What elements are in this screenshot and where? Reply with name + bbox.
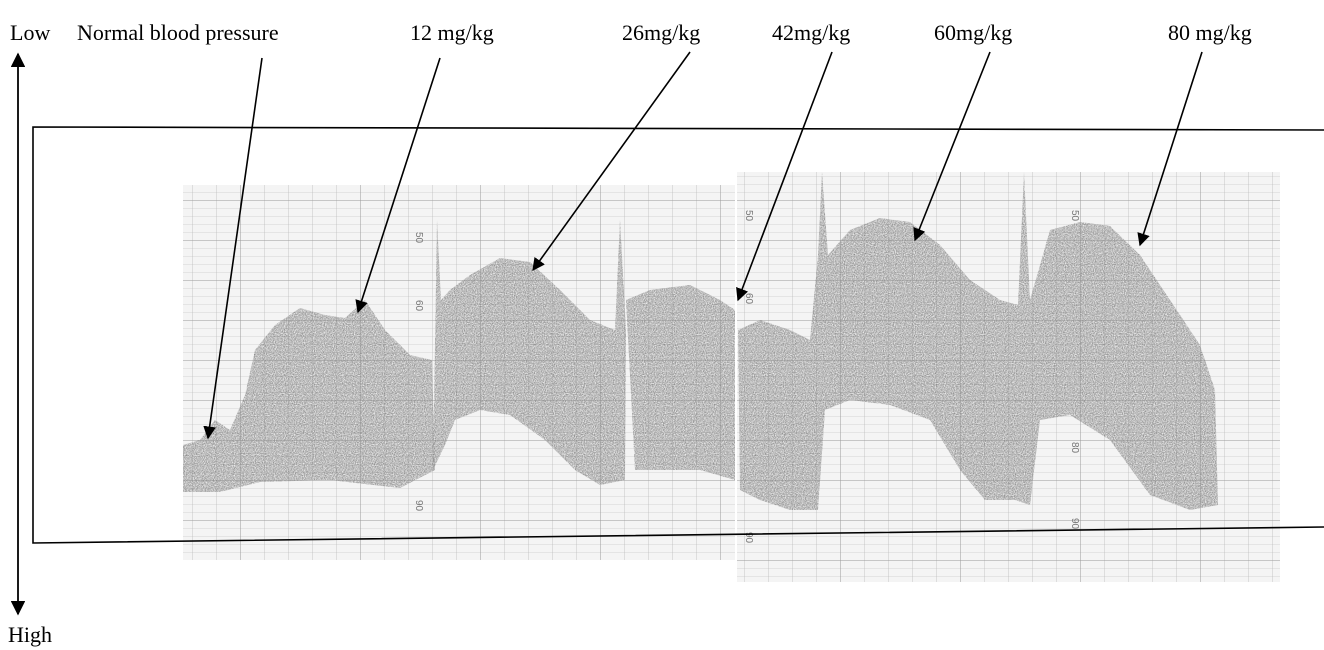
scale-label: 50 [743, 210, 754, 222]
scale-label: 90 [743, 532, 754, 544]
annotation-arrow [532, 51, 691, 272]
annotation-label: 12 mg/kg [410, 20, 494, 45]
scale-label: 90 [1069, 518, 1080, 530]
scale-label: 80 [1069, 442, 1080, 454]
scale-label: 60 [743, 293, 754, 305]
annotation-arrow [1137, 51, 1203, 247]
frame [32, 126, 1324, 544]
annotation-label: 26mg/kg [622, 20, 700, 45]
scale-label: 60 [413, 300, 424, 312]
annotation-label: 42mg/kg [772, 20, 850, 45]
scale-label: 50 [1069, 210, 1080, 222]
annotation-arrow [736, 51, 833, 302]
annotation-arrow [913, 51, 991, 242]
scale-label: 90 [413, 500, 424, 512]
annotation-label: 80 mg/kg [1168, 20, 1252, 45]
annotation-label: Normal blood pressure [77, 20, 279, 45]
annotation-label: 60mg/kg [934, 20, 1012, 45]
annotation-arrow [355, 57, 441, 314]
high-label: High [8, 622, 52, 647]
annotation-arrow [203, 57, 263, 440]
pressure-trace [183, 172, 1218, 510]
scale-label: 50 [413, 232, 424, 244]
paper-scale: 50 60 90 50 60 90 50 80 90 [413, 210, 1080, 544]
low-label: Low [10, 20, 50, 45]
